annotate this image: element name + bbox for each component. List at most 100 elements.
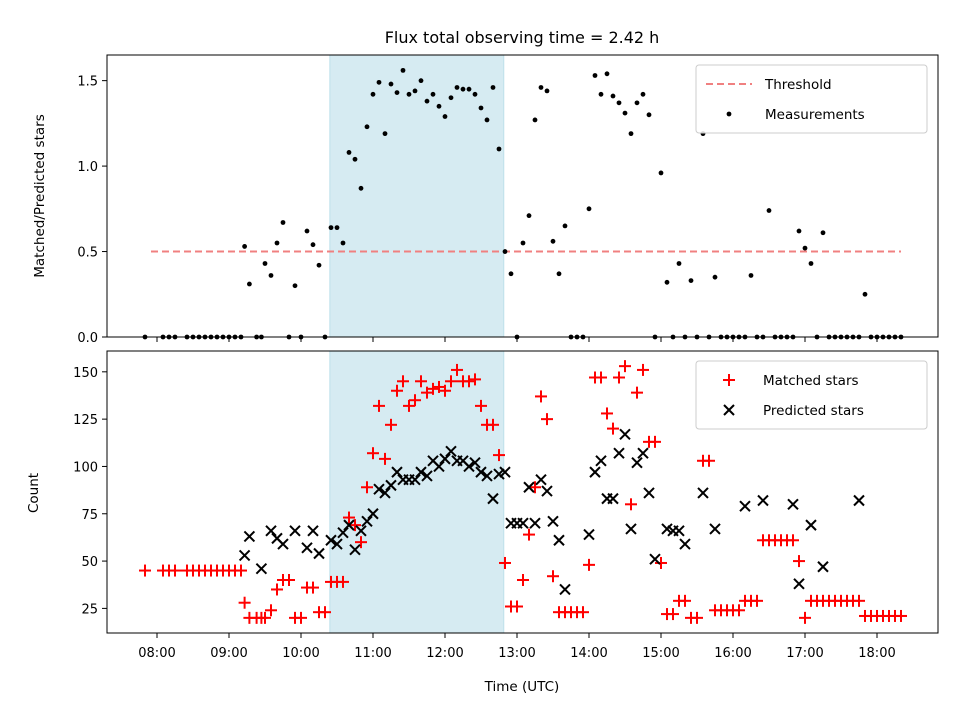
matched-star-point — [283, 574, 295, 587]
matched-star-point — [295, 611, 307, 624]
xtick-label: 11:00 — [354, 646, 391, 661]
predicted-star-point — [787, 498, 799, 511]
measurement-point — [658, 170, 664, 176]
matched-star-point — [391, 384, 403, 397]
matched-star-point — [637, 363, 649, 376]
chart-title: Flux total observing time = 2.42 h — [385, 28, 660, 47]
matched-star-point — [427, 382, 439, 395]
predicted-star-point — [337, 526, 349, 539]
measurement-point — [316, 262, 322, 268]
predicted-star-point — [379, 487, 391, 499]
measurement-point — [748, 273, 754, 278]
measurement-point — [496, 146, 502, 152]
matched-star-point — [487, 418, 499, 431]
legend-predicted-swatch — [723, 404, 735, 416]
measurement-point — [526, 213, 532, 219]
measurement-point — [340, 240, 346, 246]
predicted-star-point — [265, 525, 277, 537]
predicted-star-point — [649, 553, 661, 565]
measurement-point — [400, 67, 406, 73]
measurement-point — [418, 78, 424, 84]
predicted-star-point — [625, 523, 637, 535]
top-y-axis-label: Matched/Predicted stars — [32, 114, 48, 277]
matched-star-point — [355, 536, 367, 549]
predicted-star-point — [739, 500, 751, 512]
matched-star-point — [853, 594, 865, 607]
matched-star-point — [415, 375, 427, 388]
predicted-star-point — [433, 460, 445, 473]
measurement-point — [328, 225, 334, 231]
measurement-point — [376, 79, 382, 85]
predicted-star-point — [853, 494, 865, 507]
legend-measurements-label: Measurements — [765, 107, 865, 123]
matched-star-point — [751, 594, 763, 607]
predicted-star-point — [313, 547, 325, 560]
matched-star-point — [649, 435, 661, 448]
measurement-point — [640, 91, 646, 97]
matched-star-points — [139, 360, 907, 624]
predicted-star-point — [697, 487, 709, 499]
matched-star-point — [667, 608, 679, 621]
matched-star-point — [679, 594, 691, 607]
predicted-star-point — [367, 508, 379, 520]
predicted-star-point — [421, 470, 433, 482]
bottom-ytick-label: 150 — [73, 366, 98, 381]
matched-star-point — [319, 606, 331, 619]
bottom-ytick-label: 75 — [81, 508, 98, 523]
predicted-star-point — [583, 528, 595, 541]
bottom-legend-box — [695, 360, 928, 430]
predicted-star-point — [243, 530, 256, 543]
matched-star-point — [703, 454, 715, 467]
predicted-star-point — [541, 485, 553, 497]
predicted-star-point — [679, 538, 691, 550]
matched-star-point — [439, 384, 451, 397]
predicted-star-point — [391, 466, 403, 478]
xtick-label: 17:00 — [786, 646, 823, 661]
measurement-point — [268, 273, 274, 278]
measurement-point — [358, 185, 364, 191]
matched-star-point — [523, 528, 535, 541]
matched-star-point — [475, 399, 487, 412]
matched-star-point — [787, 534, 799, 547]
measurement-point — [262, 261, 268, 266]
top-plot-frame — [106, 54, 939, 338]
predicted-star-point — [439, 453, 451, 465]
matched-star-point — [655, 556, 667, 569]
matched-star-point — [493, 449, 505, 462]
predicted-star-point — [255, 562, 268, 575]
predicted-star-point — [607, 492, 619, 505]
measurement-point — [610, 93, 616, 99]
predicted-star-point — [415, 466, 427, 478]
measurement-point — [604, 71, 610, 77]
xtick-label: 10:00 — [282, 646, 319, 661]
predicted-star-point — [385, 479, 397, 492]
predicted-star-point — [325, 534, 337, 546]
measurement-point — [562, 223, 568, 229]
measurement-point — [628, 131, 634, 137]
top-panel: 0.0 0.5 1.0 1.5 Matched/Predicted stars Thr… — [32, 54, 939, 346]
predicted-star-point — [487, 492, 499, 505]
predicted-star-point — [301, 542, 313, 554]
matched-star-point — [529, 481, 541, 494]
measurement-point — [544, 88, 550, 94]
matched-star-point — [625, 498, 637, 511]
matched-star-point — [613, 371, 625, 384]
predicted-star-point — [613, 447, 625, 459]
measurement-point — [274, 240, 280, 246]
top-highlight-span — [329, 54, 505, 338]
measurement-point — [412, 88, 418, 94]
xtick-label: 15:00 — [642, 646, 679, 661]
predicted-star-point — [631, 456, 643, 469]
matched-star-point — [535, 390, 547, 403]
matched-star-point — [139, 564, 151, 577]
matched-star-point — [343, 511, 355, 524]
measurement-point — [388, 81, 394, 87]
matched-star-point — [511, 600, 523, 613]
top-ytick-label: 0.5 — [77, 246, 98, 261]
matched-star-point — [259, 611, 271, 624]
measurement-point — [304, 228, 310, 234]
predicted-star-point — [475, 466, 487, 478]
bottom-ytick-label: 125 — [73, 413, 98, 428]
measurement-point — [556, 271, 562, 277]
matched-star-point — [541, 413, 553, 426]
